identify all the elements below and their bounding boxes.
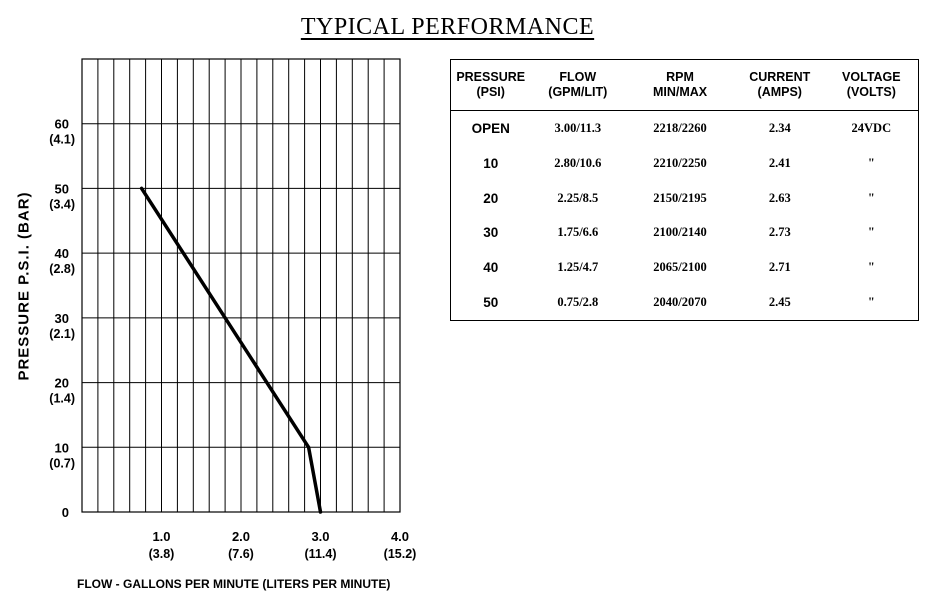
x-tick-sublabel: (11.4) <box>305 547 337 561</box>
cell-voltage: " <box>867 260 875 275</box>
cell-rpm: 2100/2140 <box>653 225 707 240</box>
cell-flow: 3.00/11.3 <box>554 121 602 136</box>
cell-pressure: 20 <box>483 190 499 206</box>
cell-flow: 1.75/6.6 <box>557 225 599 240</box>
x-tick-label: 3.0 <box>311 529 329 544</box>
x-tick-sublabel: (15.2) <box>384 547 417 561</box>
header-rpm: RPM MIN/MAX <box>652 70 708 100</box>
x-tick-sublabel: (7.6) <box>228 547 254 561</box>
cell-rpm: 2218/2260 <box>653 121 707 136</box>
x-axis-label: FLOW - GALLONS PER MINUTE (LITERS PER MI… <box>77 577 391 591</box>
cell-pressure: OPEN <box>471 121 510 137</box>
page-title-text: TYPICAL PERFORMANCE <box>300 14 595 40</box>
cell-current: 2.71 <box>768 260 791 275</box>
cell-flow: 2.80/10.6 <box>554 155 602 170</box>
y-tick-label: 0 <box>62 505 69 520</box>
cell-pressure: 50 <box>483 295 499 311</box>
table-row: 20 2.25/8.5 2150/2195 2.63 " <box>451 181 919 216</box>
x-tick-sublabel: (3.8) <box>149 547 175 561</box>
plot-frame <box>81 58 401 513</box>
y-tick-sublabel: (2.1) <box>49 327 75 341</box>
x-tick-label: 2.0 <box>232 529 250 544</box>
cell-current: 2.73 <box>768 225 791 240</box>
cell-voltage: " <box>867 155 875 170</box>
cell-flow: 2.25/8.5 <box>557 190 599 205</box>
cell-flow: 1.25/4.7 <box>557 260 599 275</box>
cell-current: 2.63 <box>768 190 791 205</box>
cell-flow: 0.75/2.8 <box>557 295 599 310</box>
table-row: 10 2.80/10.6 2210/2250 2.41 " <box>451 146 919 181</box>
cell-pressure: 40 <box>483 260 499 276</box>
y-tick-label: 60 <box>55 117 69 132</box>
page-title: TYPICAL PERFORMANCE <box>0 14 895 41</box>
y-tick-label: 30 <box>55 311 69 326</box>
cell-current: 2.45 <box>768 295 791 310</box>
y-tick-sublabel: (4.1) <box>49 133 75 147</box>
x-tick-label: 1.0 <box>152 529 170 544</box>
header-current: CURRENT (AMPS) <box>749 70 811 100</box>
pressure-flow-chart: 0 10(0.7) 20(1.4) 30(2.1) 40(2.8) 50(3.4) 60(4… <box>49 58 417 561</box>
header-voltage: VOLTAGE (VOLTS) <box>842 70 901 100</box>
cell-voltage: " <box>867 225 875 240</box>
cell-pressure: 10 <box>483 155 499 171</box>
cell-rpm: 2210/2250 <box>653 155 707 170</box>
cell-rpm: 2065/2100 <box>653 260 707 275</box>
cell-current: 2.34 <box>768 121 791 136</box>
performance-table: PRESSURE (PSI) FLOW (GPM/LIT) RPM MIN/MAX C… <box>450 59 919 321</box>
y-tick-label: 40 <box>55 246 69 261</box>
table-row: 40 1.25/4.7 2065/2100 2.71 " <box>451 250 919 285</box>
cell-pressure: 30 <box>483 225 499 241</box>
x-tick-label: 4.0 <box>391 529 409 544</box>
y-tick-label: 10 <box>55 440 69 455</box>
y-tick-sublabel: (1.4) <box>49 392 75 406</box>
performance-curve <box>139 186 323 514</box>
table-header-row: PRESSURE (PSI) FLOW (GPM/LIT) RPM MIN/MAX C… <box>450 60 919 111</box>
cell-voltage: " <box>867 295 875 310</box>
y-tick-label: 20 <box>55 376 69 391</box>
cell-rpm: 2040/2070 <box>653 295 707 310</box>
y-tick-sublabel: (3.4) <box>49 197 75 211</box>
table-row: 50 0.75/2.8 2040/2070 2.45 " <box>451 285 919 320</box>
cell-rpm: 2150/2195 <box>653 190 707 205</box>
cell-voltage: 24VDC <box>851 121 892 136</box>
y-axis-label: PRESSURE P.S.I. (BAR) <box>15 191 33 381</box>
cell-voltage: " <box>867 190 875 205</box>
y-tick-sublabel: (0.7) <box>49 456 75 470</box>
header-flow: FLOW (GPM/LIT) <box>548 70 608 100</box>
cell-current: 2.41 <box>768 155 791 170</box>
table-row: OPEN 3.00/11.3 2218/2260 2.34 24VDC <box>451 111 919 146</box>
table-row: 30 1.75/6.6 2100/2140 2.73 " <box>451 216 919 251</box>
header-pressure: PRESSURE (PSI) <box>456 70 526 100</box>
y-tick-label: 50 <box>55 181 69 196</box>
y-tick-sublabel: (2.8) <box>49 262 75 276</box>
